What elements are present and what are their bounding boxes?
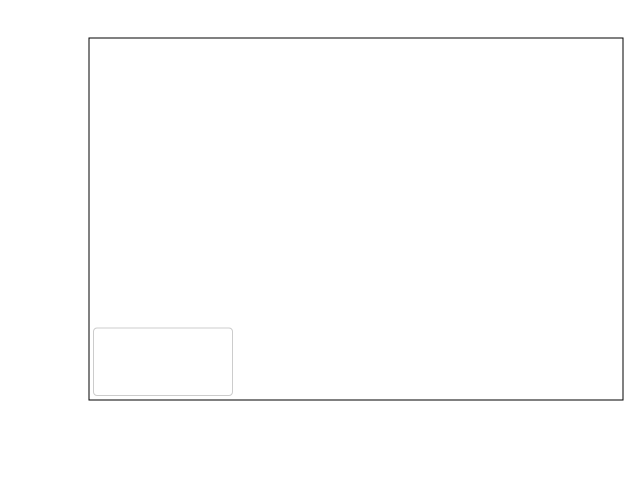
plot-area-frame [88, 37, 624, 401]
legend [93, 327, 233, 396]
legend-box [93, 327, 233, 396]
